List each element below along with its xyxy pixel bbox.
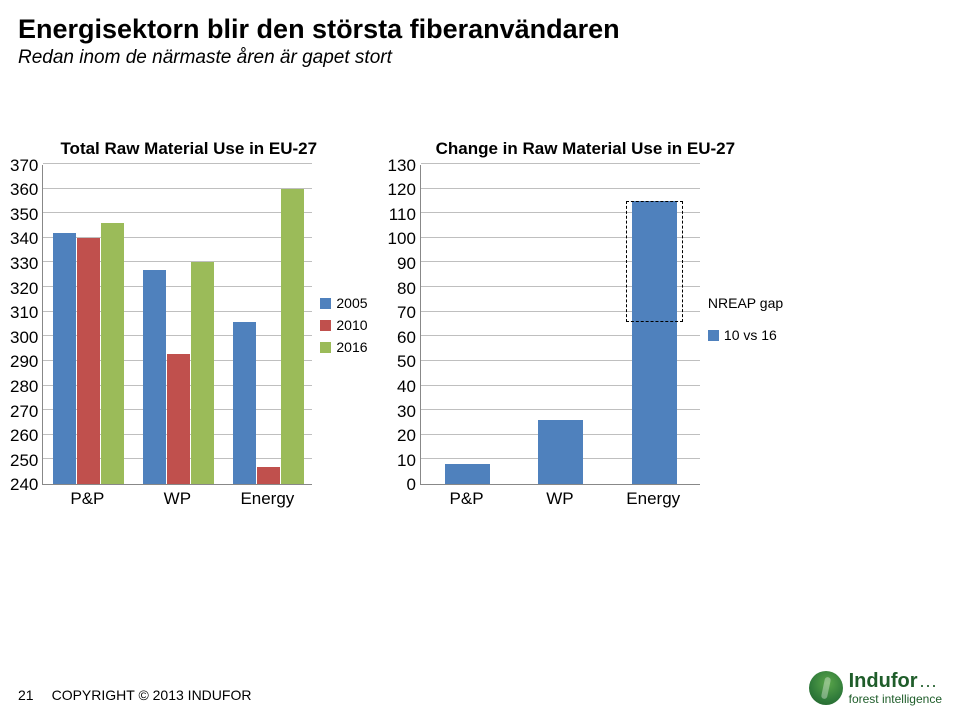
y-tick: 70 [388,304,416,321]
charts-row: Total Raw Material Use in EU-27 370 360 35… [0,139,960,509]
y-tick: 60 [388,329,416,346]
bar [167,354,190,484]
y-tick: 100 [388,230,416,247]
y-tick: 20 [388,427,416,444]
legend-label: 2016 [336,339,367,355]
legend-swatch-icon [320,298,331,309]
legend-label: 2005 [336,295,367,311]
y-tick: 130 [388,157,416,174]
chart-right-y-axis: 1301201101009080706050403020100 [388,157,420,494]
y-tick: 340 [10,230,38,247]
footer: 21 COPYRIGHT © 2013 INDUFOR [18,687,251,703]
chart-right: Change in Raw Material Use in EU-27 130 1… [388,139,784,509]
chart-left: Total Raw Material Use in EU-27 370 360 35… [10,139,368,509]
logo-dots-icon: ... [919,672,937,690]
y-tick: 40 [388,378,416,395]
x-tick: Energy [222,489,312,509]
legend-swatch-icon [320,342,331,353]
chart-right-title: Change in Raw Material Use in EU-27 [436,139,735,159]
legend-item: 2016 [320,339,367,355]
legend-item: 2010 [320,317,367,333]
bar [101,223,124,484]
legend-item: 10 vs 16 [708,327,783,343]
chart-right-legend: NREAP gap 10 vs 16 [708,295,783,343]
y-tick: 50 [388,353,416,370]
y-tick: 10 [388,452,416,469]
chart-left-plot [42,165,312,485]
legend-label: 2010 [336,317,367,333]
chart-left-y-axis: 370 360 350 340 330 320 310 300 290 280 270 260 250 2… [10,157,42,494]
y-tick: 270 [10,403,38,420]
bar [257,467,280,484]
y-tick: 370 [10,157,38,174]
legend-label: 10 vs 16 [724,327,777,343]
chart-right-plot [420,165,700,485]
x-tick: P&P [420,489,513,509]
logo-brand: Indufor [849,671,918,691]
y-tick: 260 [10,427,38,444]
bar [538,420,583,484]
page-title: Energisektorn blir den största fiberanvä… [0,0,960,45]
logo: Indufor ... forest intelligence [809,671,942,705]
y-tick: 30 [388,403,416,420]
y-tick: 250 [10,452,38,469]
copyright: COPYRIGHT © 2013 INDUFOR [52,687,252,703]
y-tick: 240 [10,476,38,493]
x-tick: Energy [607,489,700,509]
y-tick: 350 [10,206,38,223]
y-tick: 80 [388,280,416,297]
chart-left-x-axis: P&PWPEnergy [42,489,312,509]
y-tick: 320 [10,280,38,297]
y-tick: 280 [10,378,38,395]
bar [445,464,490,484]
chart-left-title: Total Raw Material Use in EU-27 [60,139,317,159]
bar [191,262,214,484]
y-tick: 0 [388,476,416,493]
legend-item: 2005 [320,295,367,311]
logo-globe-icon [809,671,843,705]
y-tick: 360 [10,181,38,198]
y-tick: 310 [10,304,38,321]
y-tick: 300 [10,329,38,346]
bar [53,233,76,484]
y-tick: 290 [10,353,38,370]
bar [632,201,677,484]
bar [77,238,100,484]
chart-left-legend: 2005 2010 2016 [320,295,367,355]
x-tick: WP [132,489,222,509]
chart-right-x-axis: P&PWPEnergy [420,489,700,509]
legend-nreap: NREAP gap [708,295,783,311]
y-tick: 110 [388,206,416,223]
logo-tagline: forest intelligence [849,693,942,705]
bar [233,322,256,484]
y-tick: 90 [388,255,416,272]
bar [281,189,304,484]
legend-swatch-icon [708,330,719,341]
x-tick: WP [513,489,606,509]
bar [143,270,166,484]
y-tick: 120 [388,181,416,198]
page-number: 21 [18,687,34,703]
y-tick: 330 [10,255,38,272]
page-subtitle: Redan inom de närmaste åren är gapet sto… [0,45,960,69]
x-tick: P&P [42,489,132,509]
legend-swatch-icon [320,320,331,331]
